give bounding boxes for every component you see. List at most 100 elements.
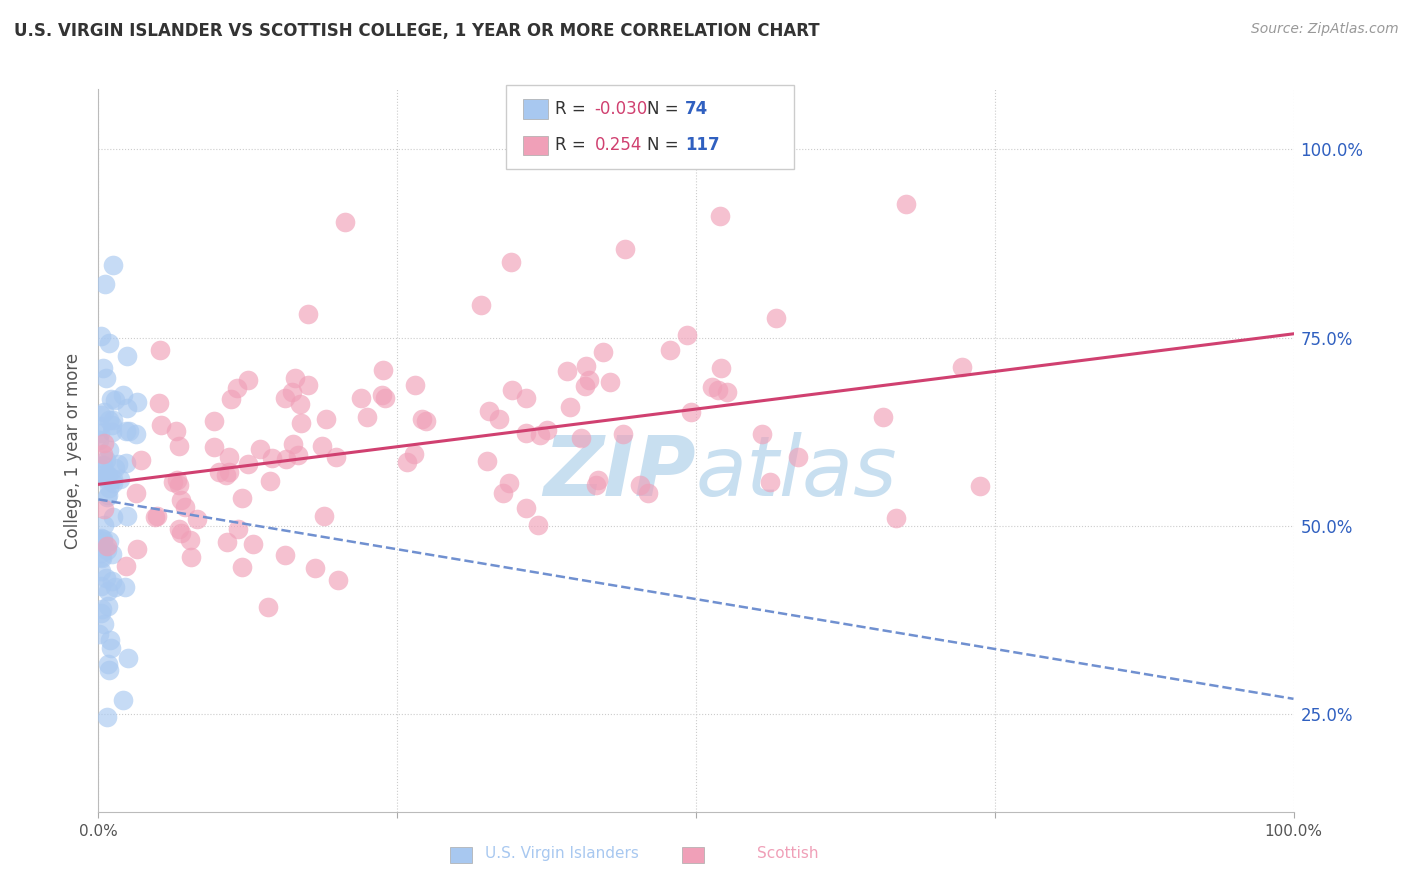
Text: U.S. VIRGIN ISLANDER VS SCOTTISH COLLEGE, 1 YEAR OR MORE CORRELATION CHART: U.S. VIRGIN ISLANDER VS SCOTTISH COLLEGE… (14, 22, 820, 40)
Point (90, 550, 112, 565)
Point (94, 452, 117, 467)
Point (174, 500, 197, 514)
Point (96, 710, 118, 724)
Point (231, 560, 253, 574)
Point (104, 393, 127, 408)
Point (536, 423, 558, 437)
Point (93, 502, 115, 516)
Point (89, 627, 111, 641)
Point (104, 461, 127, 475)
Point (274, 391, 297, 405)
Point (89, 546, 111, 560)
Point (166, 473, 188, 487)
Point (527, 517, 550, 532)
Point (97, 533, 120, 548)
Point (202, 414, 225, 428)
Point (90, 551, 112, 566)
Point (515, 501, 537, 516)
Point (297, 378, 319, 392)
Point (98, 413, 121, 427)
Point (93, 458, 115, 473)
Point (492, 486, 515, 500)
Point (167, 522, 190, 536)
Point (374, 391, 396, 405)
Point (574, 379, 596, 393)
Point (98, 633, 121, 648)
Point (218, 450, 240, 464)
Point (107, 458, 129, 472)
Point (231, 491, 253, 505)
Point (167, 478, 190, 492)
Text: Scottish: Scottish (756, 846, 818, 861)
Point (96, 470, 118, 484)
Point (274, 451, 297, 466)
Point (284, 371, 307, 385)
Point (281, 437, 304, 451)
Point (111, 693, 134, 707)
Point (257, 600, 280, 615)
Point (288, 397, 311, 411)
Point (659, 343, 682, 358)
Text: R =: R = (555, 100, 592, 118)
Point (356, 409, 378, 424)
Point (759, 475, 782, 489)
Point (149, 343, 172, 357)
Point (515, 391, 537, 405)
Point (215, 467, 238, 482)
Point (872, 410, 894, 425)
Point (91, 534, 114, 549)
Point (143, 510, 166, 524)
Point (585, 478, 607, 492)
Point (97, 488, 120, 502)
Point (103, 472, 125, 486)
Point (117, 508, 139, 523)
Point (97, 657, 120, 672)
Point (529, 428, 551, 442)
Point (97, 599, 120, 613)
Point (90, 565, 112, 579)
Text: -0.030: -0.030 (595, 100, 648, 118)
Point (100, 392, 122, 406)
Point (297, 307, 319, 321)
Text: 0.254: 0.254 (595, 136, 643, 154)
Point (91, 532, 114, 546)
Point (404, 447, 426, 461)
Point (404, 377, 426, 392)
Point (100, 418, 122, 433)
Point (236, 373, 259, 387)
Point (98, 481, 121, 495)
Point (411, 412, 433, 426)
Point (578, 373, 600, 387)
Text: N =: N = (647, 100, 683, 118)
Point (87, 532, 110, 546)
Point (104, 581, 127, 595)
Point (101, 510, 124, 524)
Point (555, 364, 578, 378)
Point (350, 391, 373, 405)
Point (146, 508, 169, 523)
Point (558, 400, 581, 414)
Point (628, 478, 651, 492)
Point (170, 492, 193, 507)
Point (612, 426, 634, 441)
Point (475, 454, 498, 468)
Point (98, 335, 121, 350)
Point (786, 450, 808, 465)
Point (952, 360, 974, 375)
Point (93, 436, 115, 450)
Point (111, 388, 134, 402)
Point (101, 547, 124, 561)
Point (706, 383, 728, 397)
Point (675, 327, 697, 342)
Point (515, 426, 537, 441)
Point (219, 392, 242, 406)
Point (371, 388, 394, 402)
Point (586, 473, 609, 487)
Point (127, 394, 149, 409)
Point (488, 412, 510, 426)
Point (700, 379, 723, 393)
Point (93, 518, 115, 533)
Point (98, 663, 121, 677)
Point (94, 371, 117, 385)
Point (115, 559, 138, 574)
